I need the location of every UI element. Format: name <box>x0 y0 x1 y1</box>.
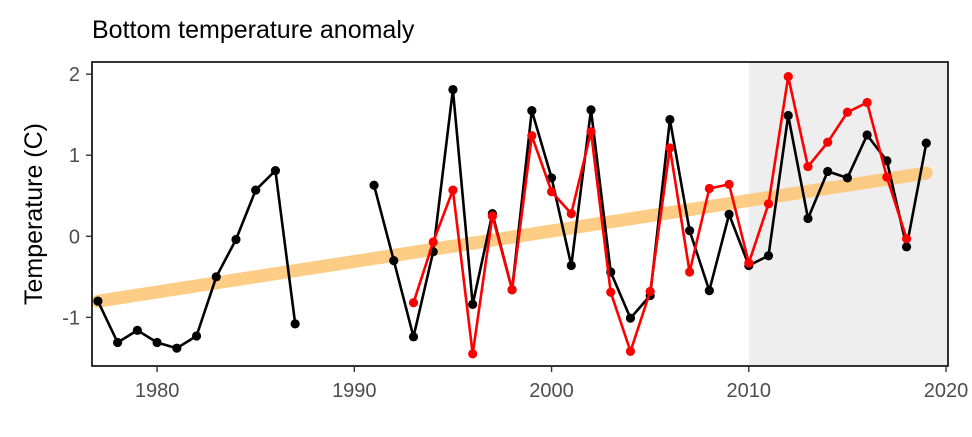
series-0-point <box>152 337 162 348</box>
series-1-point <box>527 131 537 141</box>
series-0-point <box>408 332 419 342</box>
series-1-point <box>842 107 853 117</box>
series-1-point <box>901 234 912 244</box>
series-0-point <box>132 325 142 335</box>
series-0-point <box>921 138 931 148</box>
series-0-point <box>270 166 281 176</box>
series-1-point <box>468 349 478 359</box>
recent-period-shading <box>748 62 948 366</box>
series-0-point <box>527 106 537 116</box>
series-1-point <box>763 199 774 209</box>
series-0-point <box>369 180 379 190</box>
y-axis-title: Temperature (C) <box>20 123 48 305</box>
series-1 <box>408 71 912 359</box>
series-0-point <box>211 272 221 282</box>
series-1-point <box>487 211 497 221</box>
series-0-point <box>389 256 399 266</box>
series-1-point <box>803 161 813 172</box>
x-tick-label: 1990 <box>332 380 377 402</box>
series-1-point <box>428 237 438 247</box>
series-1-point <box>862 97 872 108</box>
series-0-point <box>586 105 596 115</box>
series-1-line <box>412 75 908 356</box>
series-0-point <box>231 234 241 245</box>
y-tick-label: -1 <box>62 307 80 329</box>
series-1-point <box>625 346 636 357</box>
series-1-point <box>546 187 557 197</box>
series-1-point <box>408 298 419 308</box>
series-1-point <box>724 179 734 190</box>
series-0-point <box>901 242 912 252</box>
series-0-point <box>546 173 557 183</box>
series-1-point <box>665 143 675 153</box>
series-0-point <box>290 319 300 329</box>
x-tick-label: 2000 <box>529 380 574 402</box>
trend-line <box>91 166 933 308</box>
series-1-point <box>645 286 655 297</box>
series-1-point <box>448 185 458 195</box>
series-0-point <box>191 331 202 341</box>
series-0-point <box>783 110 793 121</box>
y-axis: -1 0 1 2 <box>62 64 92 329</box>
series-layer <box>93 71 931 359</box>
series-0-point <box>704 286 714 296</box>
y-tick-label: 0 <box>69 226 80 248</box>
series-0-point <box>113 337 123 348</box>
x-tick-label: 2020 <box>924 380 969 402</box>
y-tick-label: 1 <box>69 145 80 167</box>
x-tick-label: 1980 <box>135 380 180 402</box>
series-0-point <box>842 173 853 183</box>
y-tick-label: 2 <box>69 64 80 86</box>
series-1-point <box>783 71 793 82</box>
series-1-point <box>744 258 754 268</box>
series-0-point <box>172 343 182 353</box>
series-1-point <box>566 208 576 219</box>
series-1-point <box>823 137 833 147</box>
series-0-point <box>665 114 675 125</box>
series-0-point <box>724 209 734 220</box>
series-1-point <box>507 285 517 295</box>
x-tick-label: 2010 <box>727 380 772 402</box>
series-0-point <box>251 185 261 195</box>
series-0-point <box>823 166 833 177</box>
series-1-point <box>882 172 892 182</box>
x-axis: 1980 1990 2000 2010 2020 <box>135 366 968 402</box>
series-1-point <box>586 127 596 137</box>
series-0-point <box>468 299 478 309</box>
series-0-point <box>685 226 695 236</box>
series-0-point <box>625 313 636 323</box>
plot-border <box>91 61 949 367</box>
series-0-point <box>803 213 813 224</box>
series-1-point <box>685 267 695 277</box>
series-0-point <box>862 130 872 140</box>
series-0-point <box>448 84 458 95</box>
series-1-point <box>704 183 714 194</box>
chart-title: Bottom temperature anomaly <box>92 16 415 44</box>
series-0-point <box>566 260 576 271</box>
series-1-point <box>606 287 616 297</box>
series-0-point <box>763 251 774 261</box>
series-0-point <box>882 156 892 166</box>
series-0-point <box>93 296 103 306</box>
